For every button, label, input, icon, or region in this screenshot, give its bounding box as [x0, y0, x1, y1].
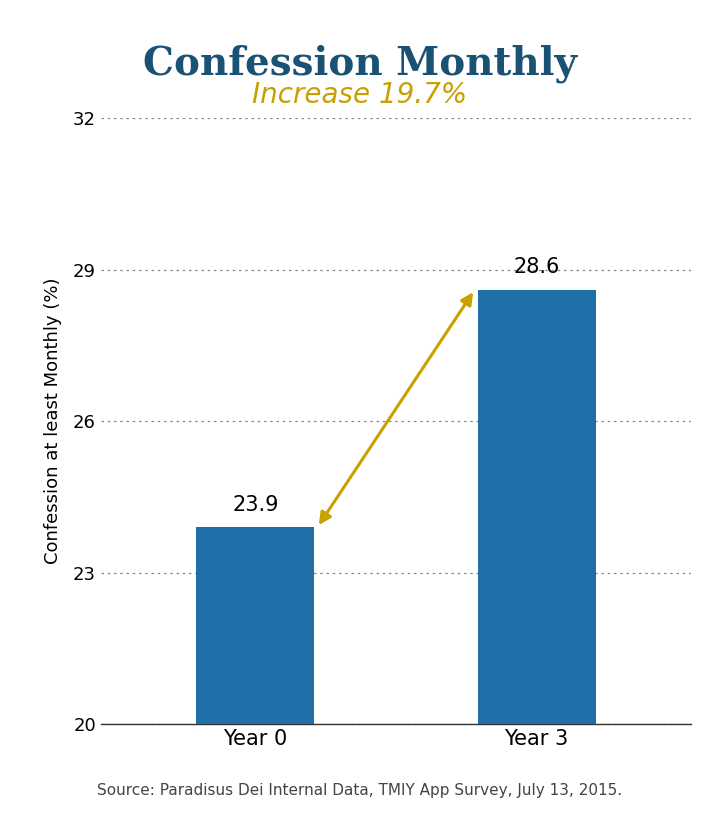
Bar — [477, 290, 595, 724]
Text: Confession Monthly: Confession Monthly — [143, 45, 577, 83]
Text: Source: Paradisus Dei Internal Data, TMIY App Survey, July 13, 2015.: Source: Paradisus Dei Internal Data, TMI… — [97, 783, 623, 798]
Text: 28.6: 28.6 — [513, 257, 559, 278]
Text: 23.9: 23.9 — [232, 495, 279, 514]
Text: Increase 19.7%: Increase 19.7% — [253, 81, 467, 109]
Y-axis label: Confession at least Monthly (%): Confession at least Monthly (%) — [44, 278, 62, 564]
Bar — [197, 527, 315, 724]
